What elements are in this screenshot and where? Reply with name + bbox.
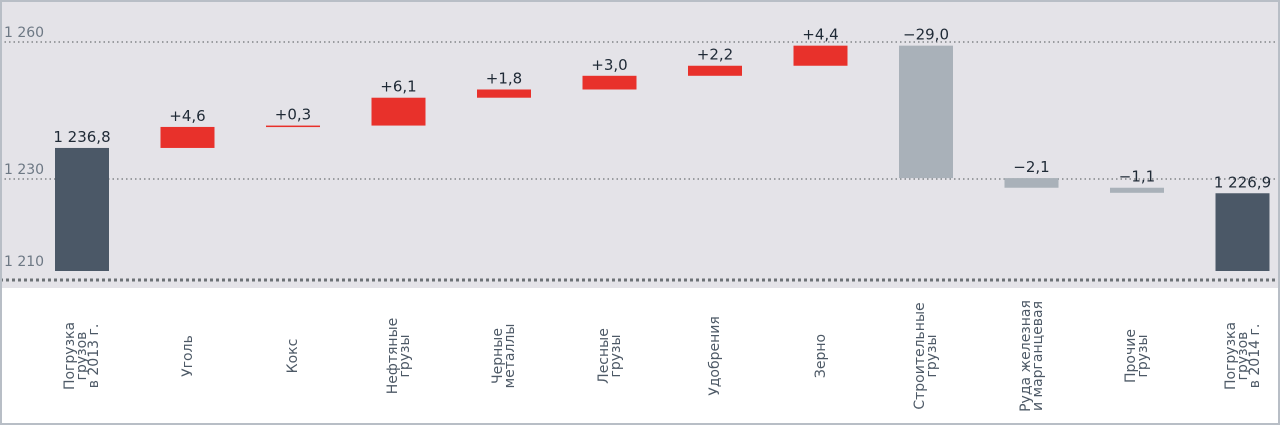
y-tick-label: 1 230 [4, 162, 44, 178]
decrease-bar [1004, 178, 1059, 188]
data-label: −2,1 [1013, 158, 1049, 176]
category-label-text: Удобрения [707, 316, 723, 396]
increase-bar [371, 97, 426, 126]
decrease-bar [1110, 187, 1164, 193]
category-label-text: Черные металлы [490, 323, 518, 389]
category-label-text: Лесные грузы [595, 328, 624, 384]
category-label-text: Кокс [285, 338, 301, 374]
waterfall-chart: 1 260 1 230 1 210 1 236,8 +4,6 +0,3 +6,1 +1,8 +3… [0, 25, 1280, 282]
total-bar [55, 147, 109, 271]
category-label-text: Строительные грузы [912, 302, 940, 410]
category-label-text: Руда железная и марганцевая [1017, 300, 1046, 412]
decrease-bar [899, 45, 953, 179]
y-tick-label: 1 260 [4, 25, 44, 41]
increase-bar [688, 65, 742, 76]
data-label: −1,1 [1119, 168, 1155, 186]
total-bar [1215, 193, 1270, 271]
data-label: 1 226,9 [1214, 173, 1271, 191]
category-label-text: Прочие грузы [1123, 329, 1151, 383]
y-tick-label: 1 210 [4, 254, 44, 270]
data-label: +4,6 [169, 107, 205, 125]
data-label: +4,4 [802, 26, 838, 44]
data-label: +6,1 [380, 78, 416, 96]
data-label: +2,2 [697, 46, 733, 64]
increase-bar [477, 89, 531, 98]
category-label-text: Погрузка грузов в 2014 г. [1222, 321, 1263, 391]
data-label: 1 236,8 [53, 128, 110, 146]
category-label-text: Уголь [179, 335, 196, 377]
category-labels-panel [0, 288, 1280, 425]
category-label-text: Погрузка грузов в 2013 г. [62, 321, 102, 391]
category-label-text: Нефтяные грузы [384, 317, 413, 395]
data-label: −29,0 [903, 26, 949, 44]
data-label: +3,0 [591, 56, 627, 74]
increase-bar [793, 45, 848, 66]
increase-bar [266, 125, 320, 128]
increase-bar [582, 75, 637, 90]
increase-bar [160, 126, 215, 148]
data-label: +1,8 [486, 69, 522, 87]
data-label: +0,3 [275, 106, 311, 124]
chart-area: 1 260 1 230 1 210 1 236,8 +4,6 +0,3 +6,1 +1,8 +3… [0, 0, 1280, 288]
category-label-text: Зерно [812, 333, 829, 379]
